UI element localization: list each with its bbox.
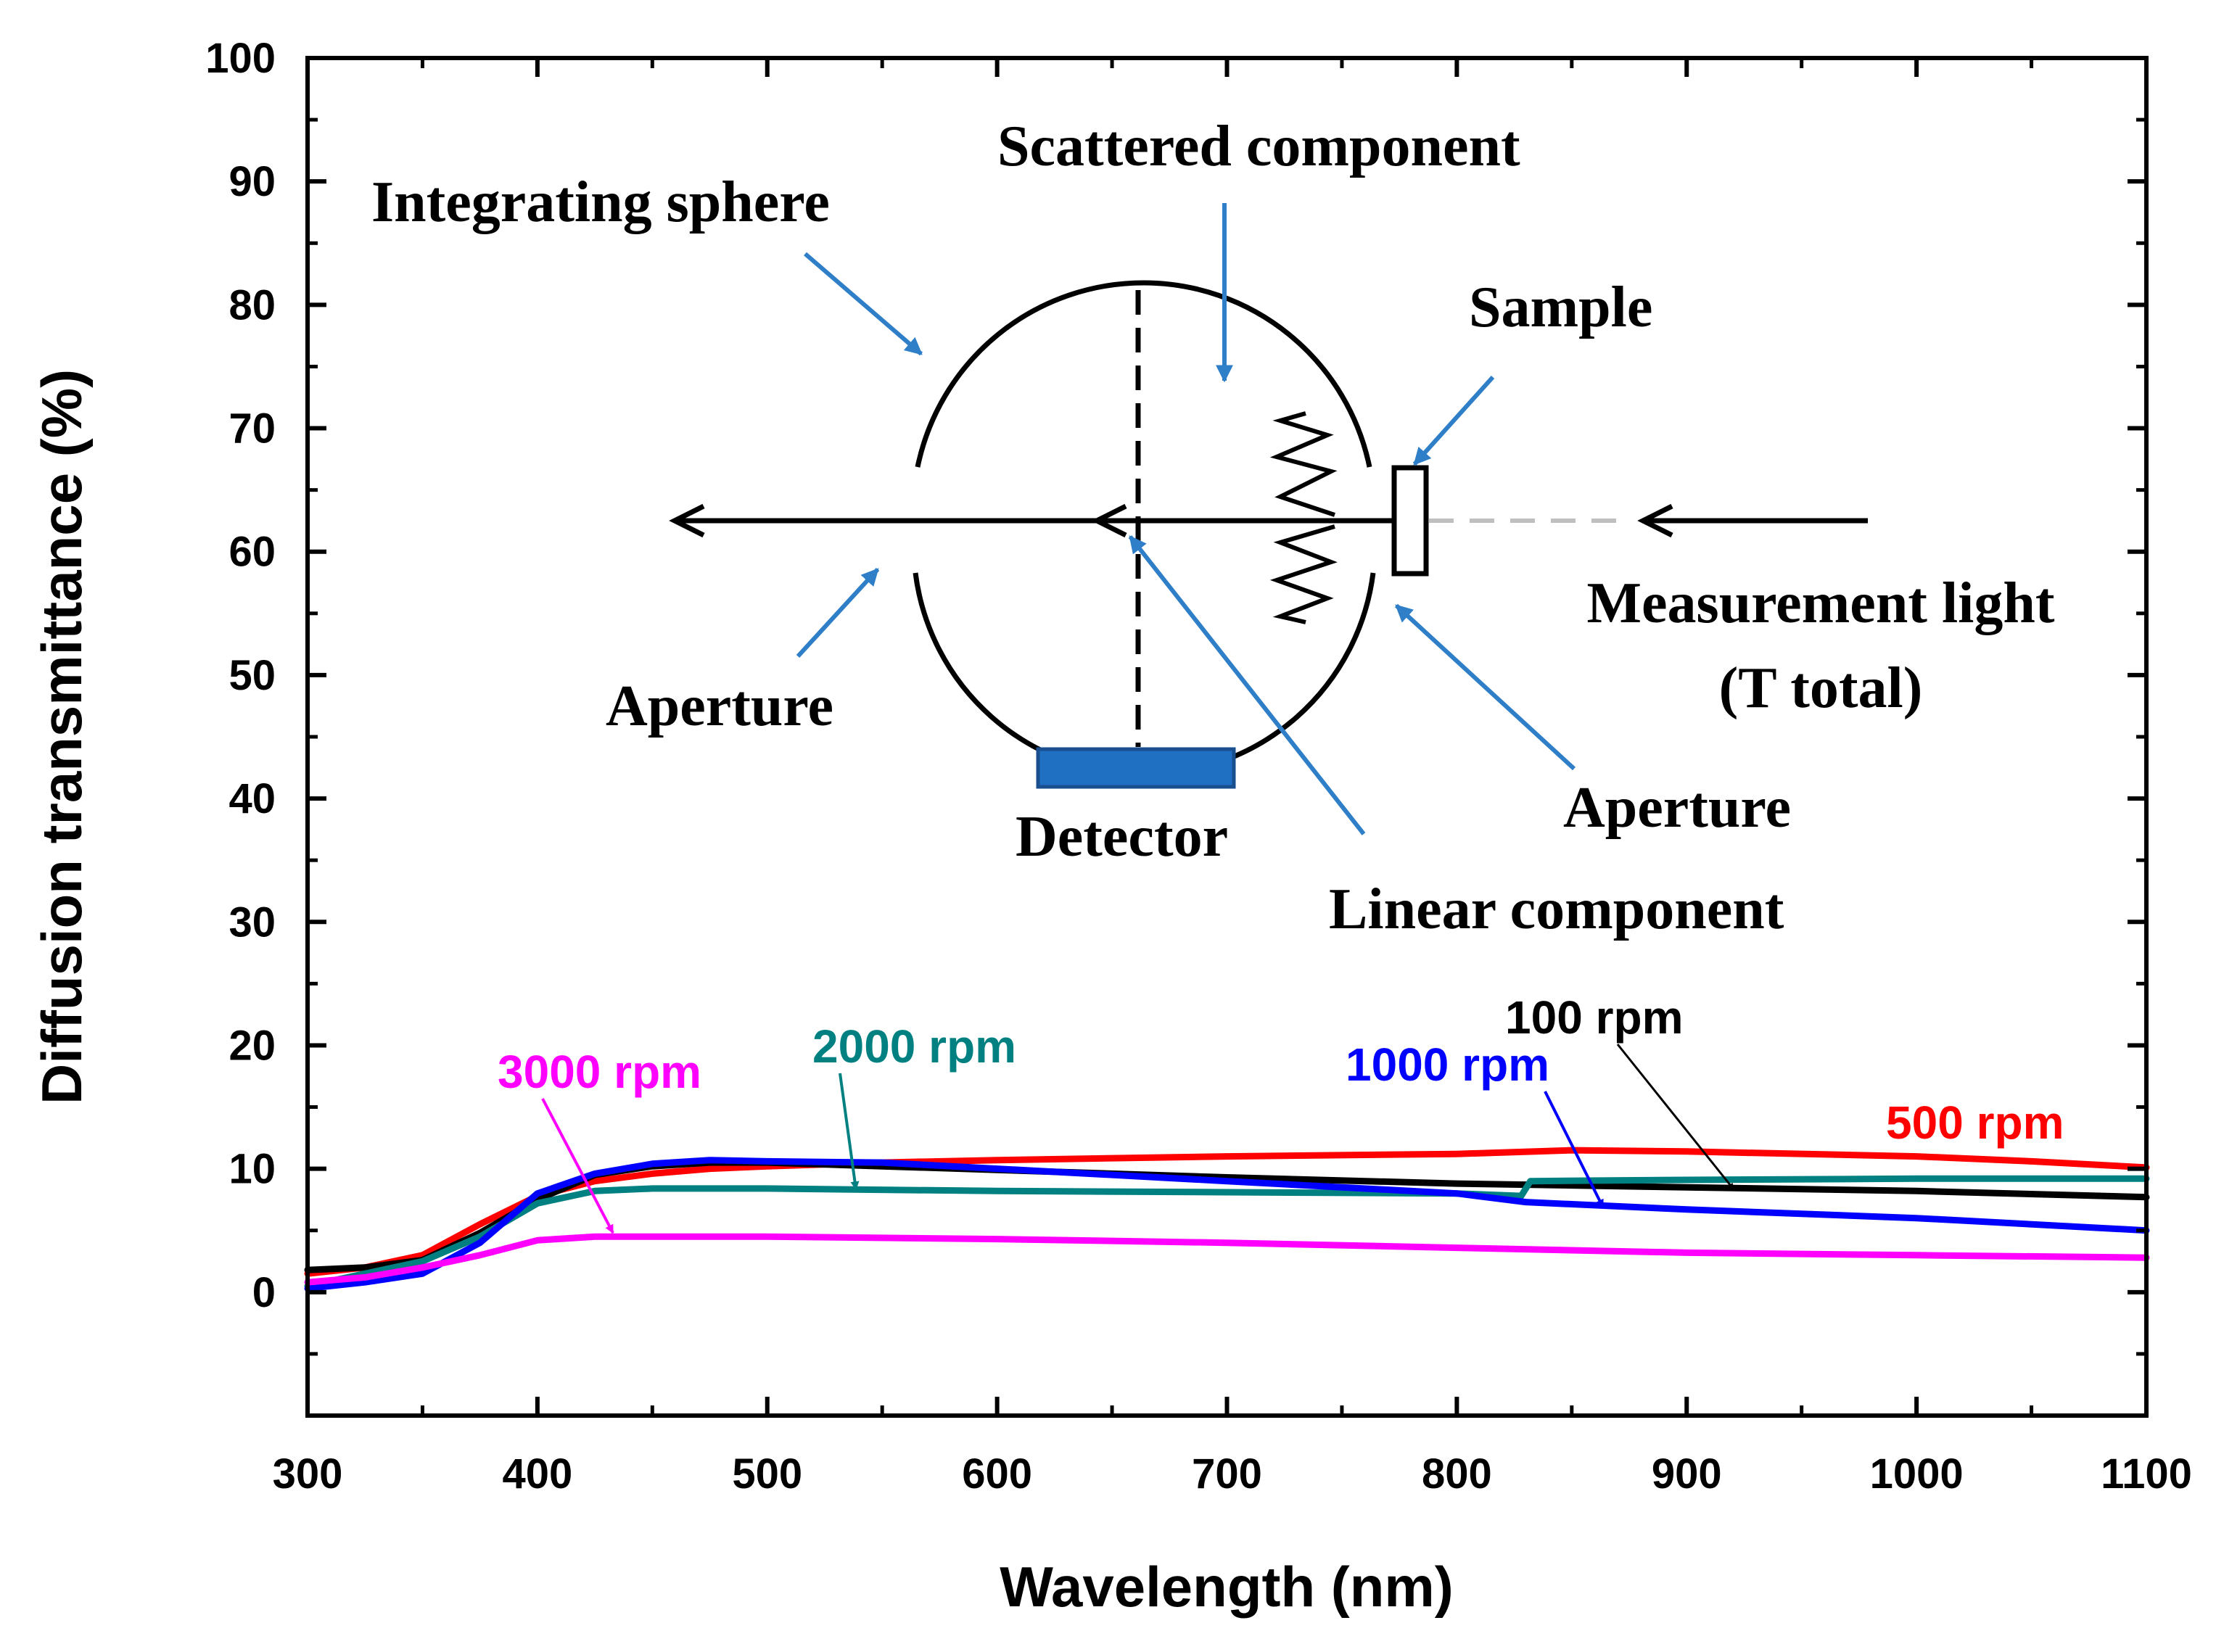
- x-tick-label: 500: [732, 1450, 802, 1498]
- y-tick-label: 80: [228, 281, 276, 329]
- y-tick-label: 60: [228, 529, 276, 576]
- x-tick-label: 1100: [2101, 1450, 2192, 1498]
- arrow-aperture-right: [1394, 603, 1576, 771]
- y-tick-label: 50: [228, 652, 276, 699]
- leader-arrow-1000: [1544, 1091, 1605, 1209]
- sphere-lower-arc: [913, 572, 1376, 777]
- y-tick-label: 10: [228, 1146, 276, 1193]
- y-axis-title: Diffusion transmittance (%): [30, 369, 94, 1104]
- y-tick-label: 30: [228, 899, 276, 946]
- leader-arrow-100: [1616, 1044, 1735, 1190]
- sphere-upper-arc: [915, 280, 1372, 468]
- series-label-3000: 3000 rpm: [498, 1046, 701, 1098]
- label-scattered-component: Scattered component: [997, 115, 1520, 178]
- tick-layer: 300 400 500 600 700 800 900 1000 1100 0 10 20 30 40 50…: [205, 35, 2192, 1498]
- leader-arrow-3000: [541, 1098, 614, 1234]
- scatter-zigzag-upper: [1269, 411, 1338, 517]
- detector-block: [1036, 747, 1236, 789]
- series-label-100: 100 rpm: [1505, 991, 1683, 1044]
- label-detector: Detector: [1016, 805, 1228, 869]
- series-line-2000-rpm: [304, 1175, 2150, 1289]
- y-tick-label: 40: [228, 775, 276, 822]
- series-label-2000: 2000 rpm: [812, 1020, 1016, 1073]
- y-tick-label: 0: [252, 1269, 276, 1316]
- series-label-500: 500 rpm: [1886, 1096, 2064, 1149]
- label-sample: Sample: [1469, 276, 1652, 339]
- plot-frame: [305, 56, 2149, 1418]
- y-tick-label: 20: [228, 1022, 276, 1069]
- y-tick-label: 70: [228, 405, 276, 453]
- measurement-light-arrowhead: [1637, 503, 1673, 538]
- x-tick-label: 600: [962, 1450, 1032, 1498]
- x-axis-title: Wavelength (nm): [1000, 1555, 1453, 1619]
- label-t-total: (T total): [1719, 656, 1923, 720]
- sample-block: [1391, 465, 1429, 577]
- leader-arrow-2000: [839, 1073, 860, 1191]
- y-tick-label: 90: [228, 158, 276, 205]
- series-layer: [304, 1147, 2150, 1292]
- x-tick-label: 900: [1652, 1450, 1722, 1498]
- beam-exit-arrowhead: [669, 503, 705, 538]
- label-measurement-light: Measurement light: [1586, 571, 2054, 635]
- arrow-aperture-left: [796, 567, 880, 658]
- arrow-sample: [1412, 375, 1495, 466]
- series-line-1000-rpm: [304, 1157, 2150, 1292]
- x-tick-label: 300: [273, 1450, 343, 1498]
- arrow-linear-component: [1128, 535, 1366, 835]
- x-tick-label: 700: [1192, 1450, 1262, 1498]
- label-aperture-right: Aperture: [1563, 776, 1791, 840]
- beam-mid-arrowhead: [1091, 503, 1127, 538]
- label-aperture-left: Aperture: [606, 674, 833, 738]
- inset-diagram: Integrating sphere Scattered component S…: [371, 115, 2055, 941]
- label-linear-component: Linear component: [1329, 877, 1784, 941]
- x-tick-label: 400: [502, 1450, 572, 1498]
- series-label-1000: 1000 rpm: [1346, 1038, 1549, 1091]
- x-tick-label: 800: [1422, 1450, 1492, 1498]
- label-integrating-sphere: Integrating sphere: [371, 170, 830, 234]
- scatter-zigzag-lower: [1269, 524, 1338, 624]
- series-line-3000-rpm: [304, 1233, 2150, 1286]
- arrow-integrating-sphere: [804, 252, 923, 356]
- x-tick-label: 1000: [1870, 1450, 1964, 1498]
- y-tick-label: 100: [205, 35, 276, 82]
